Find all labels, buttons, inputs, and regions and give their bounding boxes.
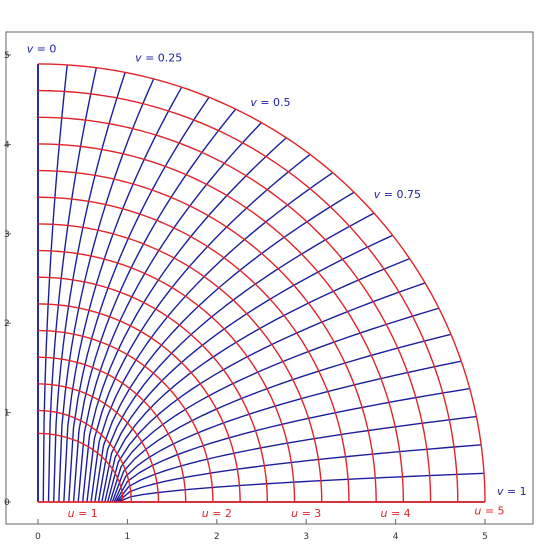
v-curve-2 (47, 67, 98, 503)
v-curve-label: v = 0.5 (250, 96, 290, 109)
u-curve-1 (37, 409, 132, 503)
u-curve-4 (37, 329, 214, 503)
v-curve-label: v = 0.25 (135, 51, 182, 64)
y-tick-label: 0 (4, 498, 10, 508)
u-curve-2 (37, 383, 160, 503)
u-curve-0 (37, 432, 124, 503)
v-curve-8 (77, 122, 263, 503)
x-tick-label: 3 (303, 532, 309, 542)
plot-frame (5, 31, 534, 525)
v-curve-11 (90, 172, 334, 503)
v-curve-4 (58, 78, 155, 503)
x-tick-label: 4 (393, 532, 399, 542)
y-tick-label: 4 (4, 140, 10, 150)
u-curves-group (37, 63, 486, 503)
curve-labels-group: u = 1 u = 2 u = 3 u = 4 u = 5 v = 0 v = 0.25 v … (27, 42, 527, 520)
v-curve-22 (117, 444, 482, 503)
x-tick-label: 2 (214, 532, 220, 542)
x-tick-label: 0 (35, 532, 41, 542)
v-curve-23 (118, 472, 485, 503)
u-curve-12 (37, 116, 432, 503)
v-curve-19 (113, 360, 462, 503)
y-tick-label: 5 (4, 51, 10, 61)
u-curve-11 (37, 143, 405, 503)
v-curve-6 (68, 96, 210, 503)
v-curve-label: v = 1 (497, 485, 527, 498)
x-tick-label: 1 (125, 532, 131, 542)
u-curve-6 (37, 276, 269, 503)
u-curve-14 (37, 63, 486, 503)
u-curve-label: u = 1 (68, 507, 98, 520)
v-curve-12 (94, 191, 355, 503)
v-curve-21 (116, 415, 477, 503)
tick-labels-group: 0 1 2 3 4 5 0 1 2 3 4 5 (4, 51, 488, 542)
y-tick-label: 3 (4, 230, 10, 240)
v-curve-1 (42, 64, 68, 503)
frame-ticks-group (6, 54, 486, 524)
v-curve-label: v = 0.75 (374, 188, 421, 201)
u-curve-13 (37, 89, 459, 503)
u-curve-label: u = 2 (202, 507, 232, 520)
u-curve-3 (37, 356, 187, 503)
y-tick-label: 1 (4, 409, 10, 419)
v-curve-20 (115, 387, 470, 503)
u-curve-10 (37, 169, 377, 503)
v-curve-10 (86, 153, 311, 503)
u-curve-7 (37, 249, 296, 503)
v-curve-3 (53, 72, 126, 503)
u-curve-8 (37, 223, 323, 503)
v-curve-14 (101, 234, 393, 503)
v-curve-label: v = 0 (27, 42, 57, 55)
v-curve-17 (109, 307, 440, 503)
v-curve-13 (97, 212, 375, 503)
u-curve-5 (37, 303, 241, 503)
v-curve-9 (82, 137, 287, 503)
v-curve-15 (104, 257, 410, 503)
u-curve-label: u = 3 (291, 507, 321, 520)
y-tick-label: 2 (4, 319, 10, 329)
u-curve-label: u = 4 (380, 507, 410, 520)
u-curve-9 (37, 196, 350, 503)
x-tick-label: 5 (482, 532, 488, 542)
u-curve-label: u = 5 (474, 505, 504, 518)
v-curve-16 (107, 282, 426, 503)
v-curves-group (37, 63, 485, 503)
